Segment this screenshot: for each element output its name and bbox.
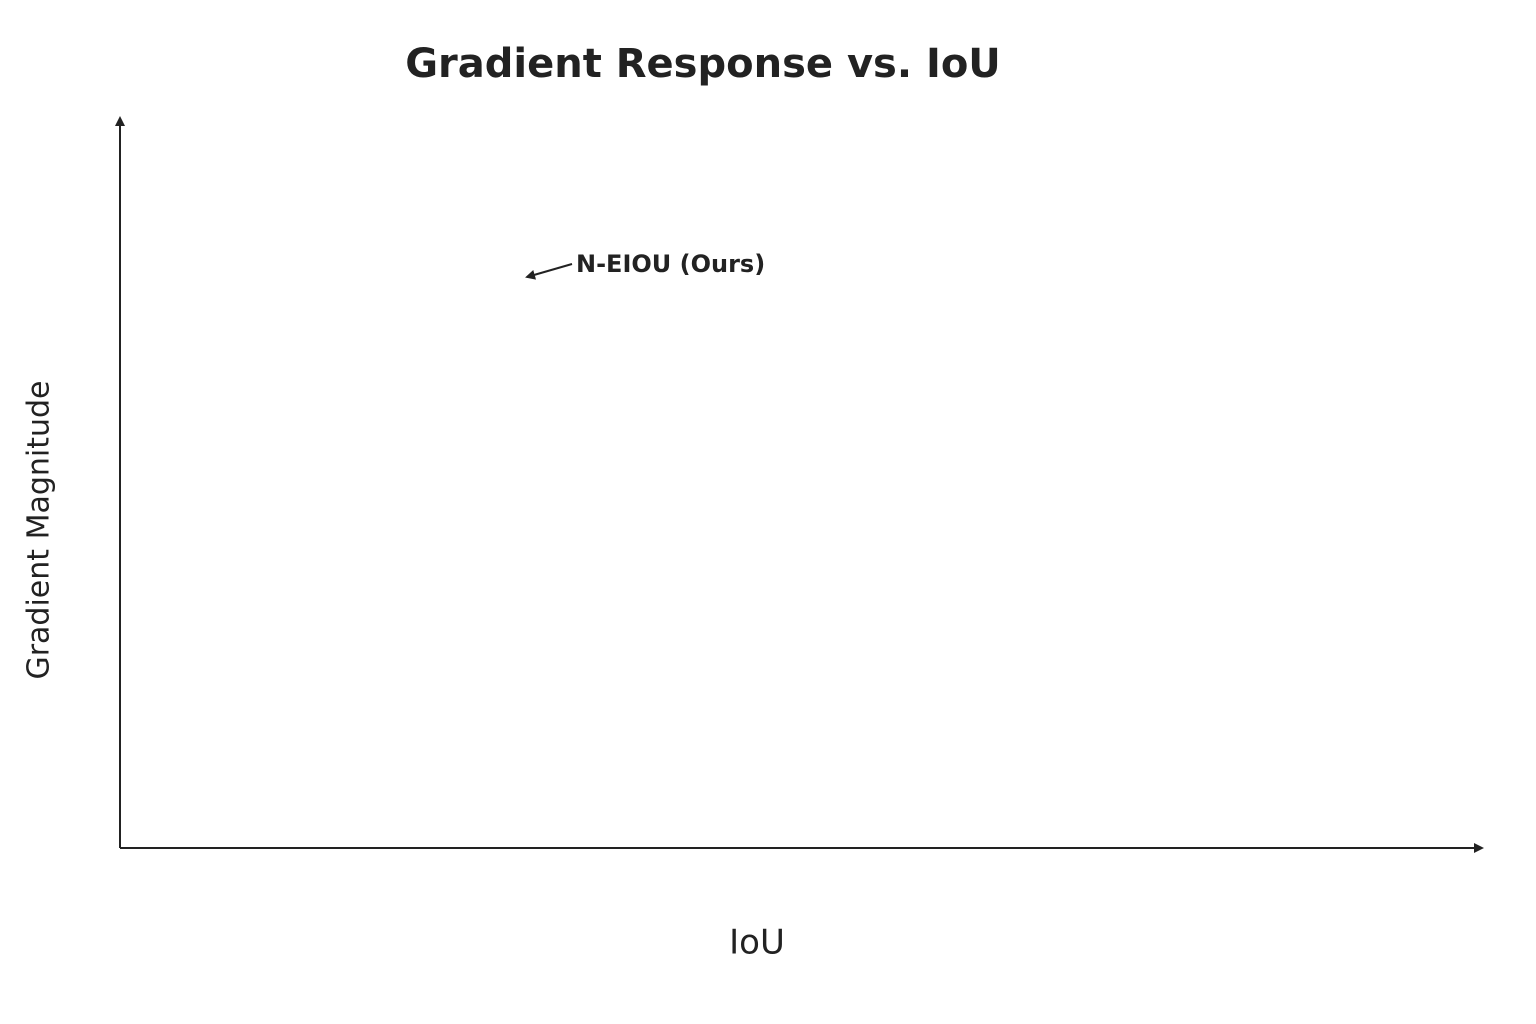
annotation: N-EIOU (Ours) [576,250,765,278]
chart-title: Gradient Response vs. IoU [405,41,1001,87]
y-axis-label: Gradient Magnitude [22,380,57,679]
x-axis-label: IoU [729,923,785,963]
annotation-arrow [525,263,573,280]
